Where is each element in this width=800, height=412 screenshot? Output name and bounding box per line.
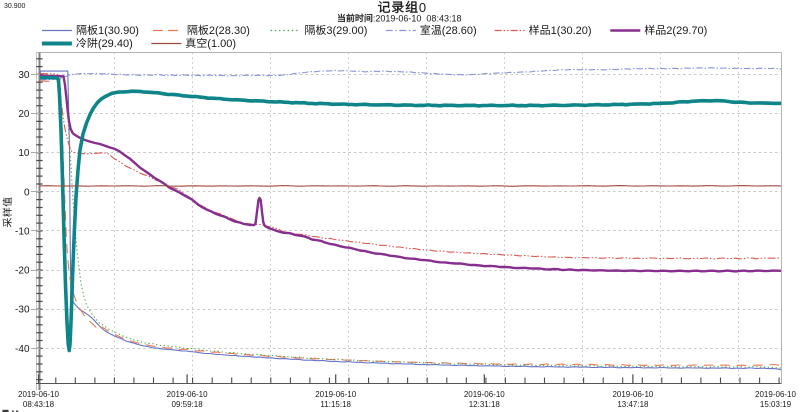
svg-text:2019-06-10: 2019-06-10	[464, 390, 505, 399]
svg-text:(29.40): (29.40)	[98, 38, 133, 50]
svg-text:2019-06-10: 2019-06-10	[18, 390, 59, 399]
svg-text:2019-06-10: 2019-06-10	[315, 390, 356, 399]
svg-text:1(30.20): 1(30.20)	[551, 25, 592, 37]
svg-text:0: 0	[24, 187, 30, 198]
svg-text:11:15:18: 11:15:18	[320, 400, 351, 409]
svg-text:(28.60): (28.60)	[442, 25, 477, 37]
svg-text:08:43:18: 08:43:18	[23, 400, 55, 409]
svg-text:12:31:18: 12:31:18	[469, 400, 501, 409]
svg-text:13:47:18: 13:47:18	[617, 400, 649, 409]
svg-text:3(29.00): 3(29.00)	[326, 25, 367, 37]
svg-text:2019-06-10: 2019-06-10	[167, 390, 208, 399]
svg-text:20: 20	[18, 109, 30, 120]
svg-text:2(29.70): 2(29.70)	[666, 25, 707, 37]
svg-text:30.900: 30.900	[4, 3, 26, 10]
svg-text:09:59:18: 09:59:18	[172, 400, 204, 409]
svg-text:15:03:19: 15:03:19	[760, 400, 792, 409]
svg-text:2(28.30): 2(28.30)	[209, 25, 250, 37]
svg-text:-40: -40	[15, 344, 30, 355]
svg-text:1(30.90): 1(30.90)	[98, 25, 139, 37]
svg-text:-30: -30	[15, 305, 30, 316]
svg-text:-20: -20	[15, 266, 30, 277]
svg-text:2019-06-10: 2019-06-10	[755, 390, 796, 399]
svg-text:0: 0	[419, 0, 426, 15]
svg-text:30: 30	[18, 70, 30, 81]
svg-text:10: 10	[18, 148, 30, 159]
svg-text::2019-06-10 08:43:18: :2019-06-10 08:43:18	[373, 13, 462, 23]
svg-text:-10: -10	[15, 226, 30, 237]
svg-text:(1.00): (1.00)	[207, 38, 236, 50]
svg-text:2019-06-10: 2019-06-10	[612, 390, 653, 399]
